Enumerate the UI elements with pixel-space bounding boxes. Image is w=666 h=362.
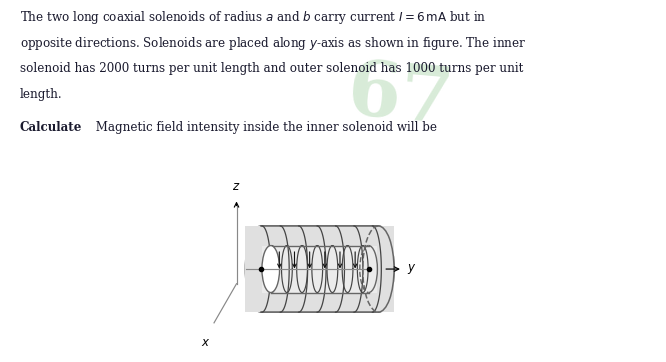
Text: $y$: $y$ <box>407 262 416 276</box>
Polygon shape <box>262 245 378 292</box>
Text: Calculate: Calculate <box>20 121 83 134</box>
Text: solenoid has 2000 turns per unit length and outer solenoid has 1000 turns per un: solenoid has 2000 turns per unit length … <box>20 62 523 75</box>
Polygon shape <box>245 226 394 312</box>
Text: $x$: $x$ <box>200 336 210 349</box>
Ellipse shape <box>262 245 280 292</box>
Text: 67: 67 <box>344 56 456 139</box>
Polygon shape <box>271 245 368 292</box>
Text: $z$: $z$ <box>232 180 240 193</box>
Text: Magnetic field intensity inside the inner solenoid will be: Magnetic field intensity inside the inne… <box>92 121 437 134</box>
Text: opposite directions. Solenoids are placed along $y$-axis as shown in figure. The: opposite directions. Solenoids are place… <box>20 35 526 52</box>
Text: length.: length. <box>20 88 63 101</box>
Text: The two long coaxial solenoids of radius $a$ and $b$ carry current $I=6\,\mathrm: The two long coaxial solenoids of radius… <box>20 9 486 26</box>
Ellipse shape <box>262 245 280 292</box>
Ellipse shape <box>245 226 276 312</box>
Polygon shape <box>261 226 378 312</box>
